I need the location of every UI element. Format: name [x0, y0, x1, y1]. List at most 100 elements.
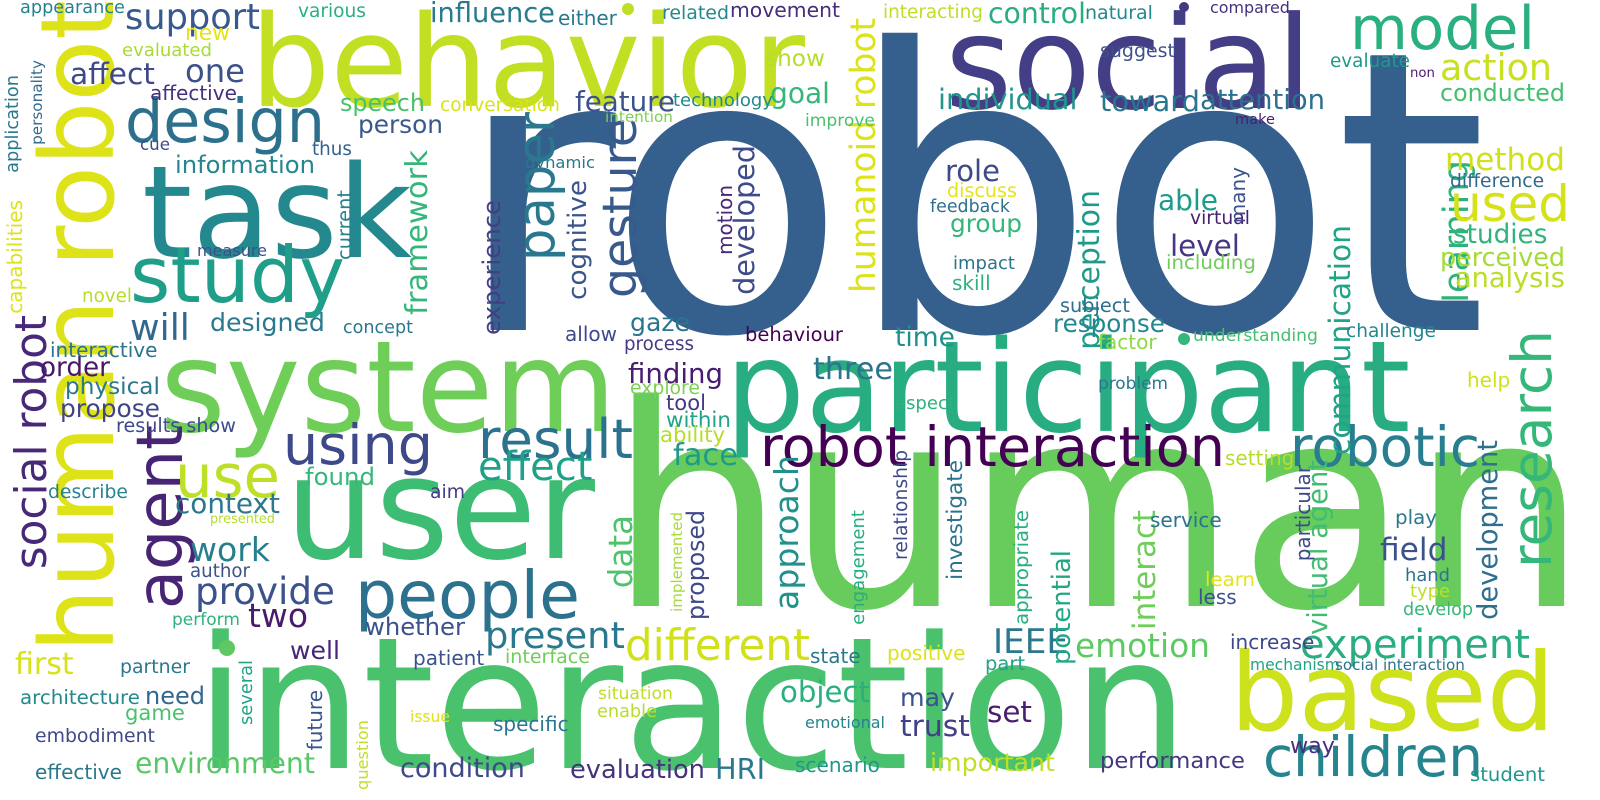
word-skill: skill [952, 271, 991, 295]
word-issue: issue [410, 708, 450, 726]
word-emotion: emotion [1075, 627, 1210, 665]
word-cue: cue [140, 135, 170, 154]
word-first: first [15, 647, 74, 682]
word-result: result [478, 407, 633, 471]
word-important: important [930, 748, 1055, 777]
word-describe: describe [48, 482, 128, 503]
word-difference: difference [1450, 171, 1545, 192]
word-will: will [130, 306, 190, 349]
word-set: set [987, 695, 1032, 729]
word-support: support [125, 0, 260, 38]
word-technology: technology [673, 90, 773, 111]
word-user: user [285, 426, 595, 592]
word-finding: finding [628, 357, 723, 390]
word-help: help [1467, 368, 1511, 392]
word-designed: designed [210, 308, 325, 337]
word-thus: thus [312, 139, 352, 160]
word-show: show [765, 45, 825, 72]
word-studies: studies [1453, 220, 1548, 250]
word-analysis: analysis [1455, 263, 1565, 294]
word-conversation: conversation [440, 95, 560, 116]
word-affect: affect [70, 57, 155, 92]
word-gesture: gesture [593, 118, 648, 298]
word-service: service [1150, 508, 1222, 532]
word-physical: physical [65, 373, 160, 400]
word-learn: learn [1205, 568, 1255, 591]
word-ability: ability [660, 423, 726, 448]
word-novel: novel [82, 286, 132, 307]
word-movement: movement [730, 0, 840, 22]
word-robotic: robotic [1290, 415, 1480, 479]
word-two: two [248, 596, 308, 635]
word-challenge: challenge [1346, 321, 1436, 342]
word-behavior: behavior [250, 0, 805, 136]
word-explore: explore [630, 378, 700, 399]
word-found: found [305, 462, 375, 491]
word-robot: robot [455, 0, 1488, 423]
word-specific: specific [493, 712, 569, 736]
word-model: model [1350, 0, 1535, 64]
word-social-interaction: social interaction [1335, 656, 1465, 674]
word-present: present [485, 614, 625, 657]
word-research: research [1500, 330, 1564, 568]
word-influence: influence [430, 0, 555, 29]
word-using: using [283, 413, 433, 478]
word-embodiment: embodiment [35, 726, 155, 747]
word-part: part [985, 652, 1025, 675]
word-whether: whether [365, 612, 465, 641]
word-within: within [666, 408, 731, 433]
word-interactive: interactive [50, 338, 158, 362]
word-emotional: emotional [805, 713, 885, 732]
word-type: type [1410, 581, 1450, 602]
word-patient: patient [413, 646, 485, 670]
word-robot-interaction: robot interaction [760, 415, 1225, 480]
word-appropriate: appropriate [1010, 510, 1033, 625]
word-measure: measure [197, 241, 267, 260]
word-make: make [1235, 111, 1275, 128]
word-three: three [813, 352, 893, 387]
word-experiment: experiment [1300, 622, 1530, 668]
word-field: field [1380, 532, 1448, 568]
word-mechanism: mechanism [1250, 656, 1340, 674]
word-data: data [602, 515, 640, 589]
word-feedback: feedback [930, 197, 1010, 217]
word-particular: particular [1291, 465, 1315, 562]
word-may: may [900, 683, 955, 712]
word-interface: interface [505, 646, 590, 668]
word-non: non [1410, 66, 1435, 81]
word-factor: factor [1098, 330, 1157, 354]
word-appearance: appearance [20, 0, 125, 18]
word-condition: condition [400, 753, 525, 784]
word-understanding: understanding [1193, 326, 1318, 346]
word-provide: provide [195, 569, 335, 613]
word-person: person [358, 110, 443, 139]
word-engagement: engagement [848, 510, 869, 625]
word-able: able [1158, 184, 1218, 217]
word-based: based [1230, 631, 1555, 756]
word-perform: perform [172, 610, 240, 630]
word-evaluate: evaluate [1330, 51, 1410, 72]
word-application: application [3, 75, 23, 173]
word-framework: framework [400, 150, 435, 315]
word-results-show: results show [116, 414, 236, 437]
word-work: work [190, 530, 270, 569]
word-author: author [190, 561, 250, 582]
word-people: people [355, 556, 580, 634]
word-investigate: investigate [943, 460, 968, 580]
word-study: study [130, 231, 345, 321]
word-various: various [298, 1, 366, 22]
word-architecture: architecture [20, 686, 140, 709]
word-task: task [142, 139, 412, 288]
word-cognitive: cognitive [563, 180, 593, 300]
word-intention: intention [605, 108, 673, 126]
word-less: less [1198, 585, 1237, 609]
word-tool: tool [666, 390, 706, 415]
word-humanoid-robot: humanoid robot [844, 18, 884, 293]
word-action: action [1440, 46, 1552, 89]
word-motion: motion [713, 185, 737, 255]
word-compared: compared [1210, 0, 1290, 17]
word-new: new [185, 21, 230, 46]
word-partner: partner [120, 656, 190, 678]
word-develop: develop [1403, 600, 1473, 620]
